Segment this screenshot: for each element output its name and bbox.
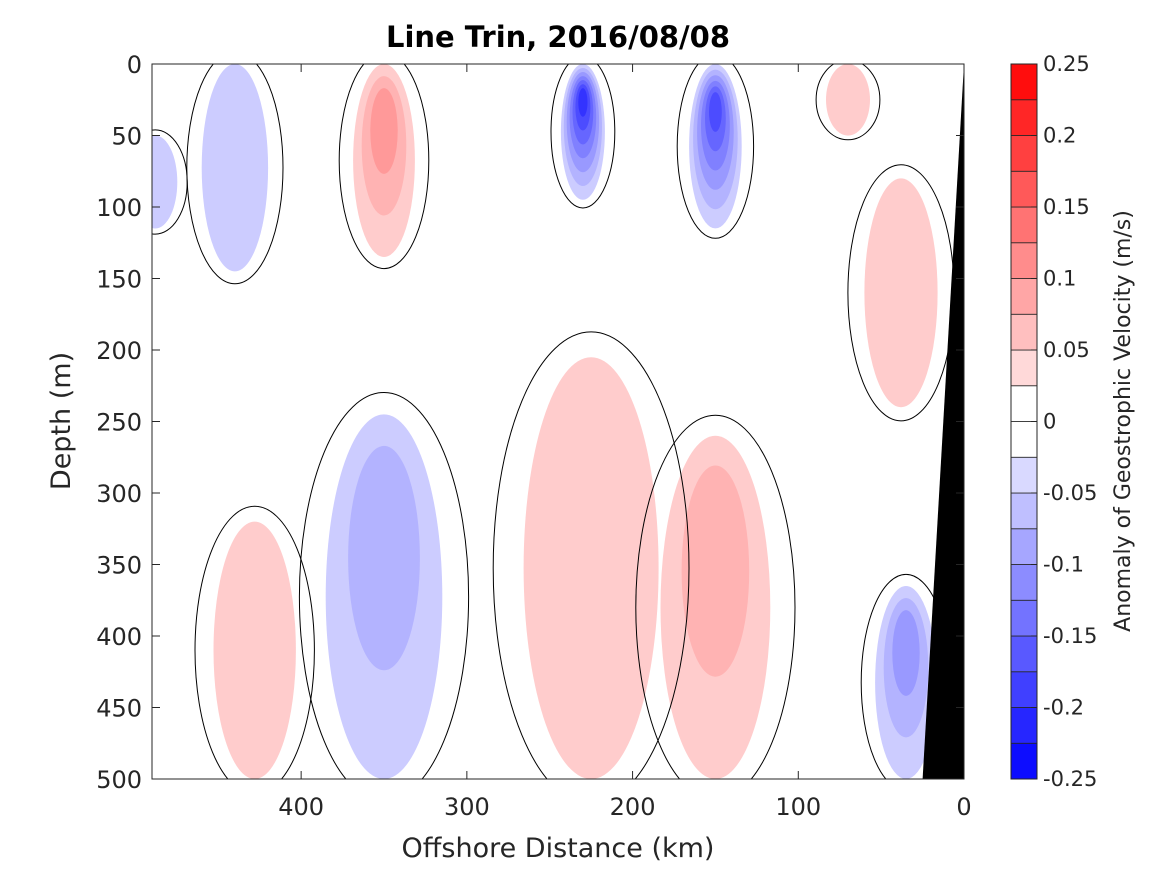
zero-contour-layer	[152, 64, 955, 779]
anomaly-patch	[201, 64, 269, 272]
colorbar-swatch	[1010, 135, 1038, 172]
y-tick-label: 450	[96, 695, 142, 723]
colorbar-swatch	[1010, 206, 1038, 244]
colorbar-tick-label: -0.2	[1043, 696, 1084, 720]
anomaly-level	[213, 521, 296, 779]
colorbar-swatch	[1010, 278, 1038, 315]
zero-contour	[492, 331, 690, 779]
y-tick-label: 200	[96, 337, 142, 365]
x-tick-label: 400	[278, 793, 324, 821]
anomaly-level	[826, 64, 870, 136]
zero-contour	[186, 64, 284, 285]
anomaly-level	[864, 178, 938, 408]
anomaly-level	[348, 445, 420, 671]
x-axis: 400 300 200 100 0	[278, 64, 972, 821]
colorbar-swatch	[1010, 63, 1038, 101]
colorbar-swatch	[1010, 742, 1038, 780]
anomaly-level	[152, 135, 178, 229]
colorbar-swatch	[1010, 99, 1038, 136]
zero-contour	[635, 414, 796, 779]
colorbar-tick-label: 0.05	[1043, 338, 1090, 362]
y-tick-label: 0	[127, 51, 142, 79]
colorbar-swatch	[1010, 528, 1038, 565]
y-tick-label: 300	[96, 480, 142, 508]
anomaly-patch	[689, 64, 742, 229]
colorbar-tick-label: -0.15	[1043, 624, 1097, 648]
colorbar-swatches	[1010, 63, 1038, 780]
anomaly-layer	[152, 64, 938, 779]
anomaly-level	[709, 92, 722, 132]
colorbar-tick-label: -0.1	[1043, 553, 1084, 577]
anomaly-patch	[353, 64, 415, 257]
colorbar-swatch	[1010, 564, 1038, 601]
y-tick-label: 250	[96, 409, 142, 437]
zero-contour	[298, 392, 470, 779]
colorbar: 0.25 0.2 0.15 0.1 0.05 0 -0.05 -0.1 -0.15 -0.2 -0.…	[1010, 52, 1136, 791]
colorbar-tick-label: -0.05	[1043, 481, 1097, 505]
y-tick-label: 150	[96, 266, 142, 294]
seafloor-bathymetry	[922, 64, 964, 779]
x-tick-label: 0	[956, 793, 971, 821]
anomaly-level	[523, 357, 659, 779]
anomaly-level	[681, 465, 750, 677]
anomaly-level	[201, 64, 269, 272]
zero-contour	[152, 129, 188, 235]
y-axis: 0 50 100 150 200 250 300 350 400 450 500	[96, 51, 964, 794]
colorbar-swatch	[1010, 170, 1038, 208]
plot-area: 400 300 200 100 0 0 50 100 150 200 250 300 350 400 45…	[96, 51, 971, 821]
colorbar-swatch	[1010, 492, 1038, 530]
anomaly-level	[578, 88, 588, 117]
x-tick-label: 100	[775, 793, 821, 821]
anomaly-patch	[325, 414, 443, 779]
y-tick-label: 100	[96, 194, 142, 222]
x-tick-label: 200	[610, 793, 656, 821]
anomaly-patch	[523, 357, 659, 779]
colorbar-tick-label: -0.25	[1043, 767, 1097, 791]
anomaly-patch	[152, 135, 178, 229]
zero-contour	[194, 505, 315, 779]
colorbar-ticks: 0.25 0.2 0.15 0.1 0.05 0 -0.05 -0.1 -0.15 -0.2 -0.…	[1031, 52, 1097, 791]
colorbar-tick-label: 0.25	[1043, 52, 1090, 76]
chart-title: Line Trin, 2016/08/08	[386, 20, 730, 54]
x-tick-label: 300	[444, 793, 490, 821]
zero-contour	[338, 64, 430, 270]
y-axis-label: Depth (m)	[46, 352, 77, 490]
colorbar-swatch	[1010, 385, 1038, 422]
colorbar-swatch	[1010, 313, 1038, 351]
anomaly-level	[370, 88, 398, 174]
y-tick-label: 50	[111, 123, 142, 151]
anomaly-patch	[660, 435, 771, 779]
colorbar-swatch	[1010, 635, 1038, 673]
x-axis-label: Offshore Distance (km)	[402, 833, 715, 864]
anomaly-patch	[864, 178, 938, 408]
anomaly-patch	[826, 64, 870, 136]
anomaly-patch	[213, 521, 296, 779]
colorbar-tick-label: 0	[1043, 410, 1056, 434]
anomaly-patch	[875, 586, 937, 779]
bathymetry-layer	[922, 64, 964, 779]
zero-contour	[550, 64, 616, 209]
colorbar-label: Anomaly of Geostrophic Velocity (m/s)	[1111, 210, 1136, 632]
y-tick-label: 350	[96, 552, 142, 580]
zero-contour	[676, 64, 755, 239]
anomaly-level	[892, 610, 920, 696]
colorbar-tick-label: 0.2	[1043, 124, 1076, 148]
colorbar-swatch	[1010, 599, 1038, 637]
colorbar-swatch	[1010, 242, 1038, 279]
colorbar-swatch	[1010, 671, 1038, 708]
y-tick-label: 400	[96, 623, 142, 651]
colorbar-swatch	[1010, 456, 1038, 494]
colorbar-swatch	[1010, 421, 1038, 458]
anomaly-patch	[560, 64, 605, 200]
zero-contour	[815, 64, 881, 141]
colorbar-swatch	[1010, 707, 1038, 744]
colorbar-tick-label: 0.15	[1043, 195, 1090, 219]
colorbar-tick-label: 0.1	[1043, 267, 1076, 291]
colorbar-swatch	[1010, 349, 1038, 387]
y-tick-label: 500	[96, 766, 142, 794]
